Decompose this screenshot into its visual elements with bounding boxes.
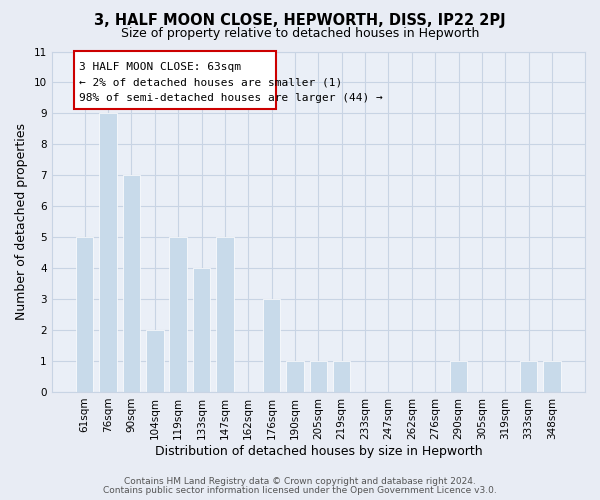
Bar bbox=[333, 361, 350, 392]
Text: 98% of semi-detached houses are larger (44) →: 98% of semi-detached houses are larger (… bbox=[79, 94, 383, 104]
Bar bbox=[146, 330, 164, 392]
Bar bbox=[543, 361, 561, 392]
Bar bbox=[450, 361, 467, 392]
Bar bbox=[520, 361, 538, 392]
Bar bbox=[216, 237, 233, 392]
Text: 3, HALF MOON CLOSE, HEPWORTH, DISS, IP22 2PJ: 3, HALF MOON CLOSE, HEPWORTH, DISS, IP22… bbox=[94, 12, 506, 28]
Bar bbox=[286, 361, 304, 392]
Text: Contains HM Land Registry data © Crown copyright and database right 2024.: Contains HM Land Registry data © Crown c… bbox=[124, 477, 476, 486]
Bar bbox=[193, 268, 210, 392]
Bar bbox=[76, 237, 94, 392]
Bar bbox=[310, 361, 327, 392]
Text: Size of property relative to detached houses in Hepworth: Size of property relative to detached ho… bbox=[121, 28, 479, 40]
Bar bbox=[74, 52, 276, 109]
Text: ← 2% of detached houses are smaller (1): ← 2% of detached houses are smaller (1) bbox=[79, 78, 342, 88]
Y-axis label: Number of detached properties: Number of detached properties bbox=[15, 123, 28, 320]
Text: 3 HALF MOON CLOSE: 63sqm: 3 HALF MOON CLOSE: 63sqm bbox=[79, 62, 241, 72]
Bar bbox=[169, 237, 187, 392]
Bar bbox=[122, 176, 140, 392]
Bar bbox=[99, 114, 117, 392]
X-axis label: Distribution of detached houses by size in Hepworth: Distribution of detached houses by size … bbox=[155, 444, 482, 458]
Text: Contains public sector information licensed under the Open Government Licence v3: Contains public sector information licen… bbox=[103, 486, 497, 495]
Bar bbox=[263, 299, 280, 392]
